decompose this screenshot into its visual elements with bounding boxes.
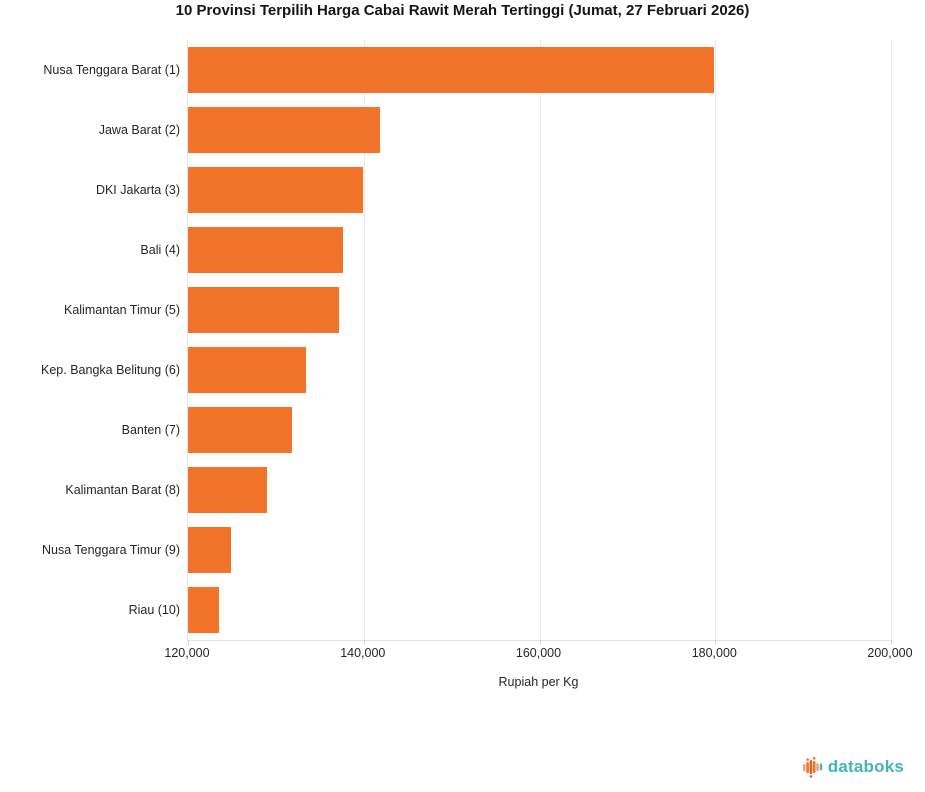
y-axis-label: DKI Jakarta (3) xyxy=(95,183,180,197)
x-tick-label: 180,000 xyxy=(691,646,737,660)
bar xyxy=(188,587,219,633)
bar-row xyxy=(188,160,891,220)
y-axis-label: Kep. Bangka Belitung (6) xyxy=(41,363,180,377)
x-tick-mark xyxy=(363,640,365,645)
bar xyxy=(188,347,307,393)
gridline xyxy=(891,40,892,640)
databoks-logo-icon xyxy=(802,755,825,779)
databoks-logo-text: databoks xyxy=(827,757,904,776)
y-axis-label: Nusa Tenggara Timur (9) xyxy=(41,543,180,557)
bar-row xyxy=(188,220,891,280)
bar-row xyxy=(188,580,891,640)
bar xyxy=(188,107,380,153)
plot-area xyxy=(187,40,892,645)
x-tick-label: 160,000 xyxy=(515,646,562,660)
bar xyxy=(188,227,344,273)
y-axis-label: Nusa Tenggara Barat (1) xyxy=(43,63,180,77)
x-tick-mark xyxy=(715,640,717,645)
gridline xyxy=(715,40,717,640)
y-axis-label: Banten (7) xyxy=(121,423,180,437)
bar-row xyxy=(188,400,891,460)
x-tick-mark xyxy=(539,640,541,645)
bar-row xyxy=(188,460,891,520)
gridline xyxy=(363,40,365,640)
bar xyxy=(188,527,232,573)
chart-title: 10 Provinsi Terpilih Harga Cabai Rawit M… xyxy=(175,2,750,19)
bar xyxy=(188,467,267,513)
gridline xyxy=(539,40,541,640)
bar-row xyxy=(188,520,891,580)
bar-row xyxy=(188,40,891,100)
bar xyxy=(188,47,714,93)
databoks-logo: databoks xyxy=(802,755,904,779)
y-axis-label: Riau (10) xyxy=(128,603,180,617)
y-axis-labels: Nusa Tenggara Barat (1) Jawa Barat (2) DKI… xyxy=(0,40,180,640)
bar xyxy=(188,407,292,453)
bar-row xyxy=(188,100,891,160)
y-axis-label: Kalimantan Timur (5) xyxy=(63,303,180,317)
y-axis-label: Bali (4) xyxy=(140,243,180,257)
x-tick-label: 200,000 xyxy=(867,646,913,660)
y-axis-label: Kalimantan Barat (8) xyxy=(65,483,180,497)
bar-row xyxy=(188,280,891,340)
x-tick-mark xyxy=(891,640,892,645)
bar-row xyxy=(188,340,891,400)
x-tick-mark xyxy=(188,640,189,645)
x-tick-label: 140,000 xyxy=(340,646,386,660)
x-axis-title: Rupiah per Kg xyxy=(498,675,579,689)
x-axis-tick-labels: 120,000 140,000 160,000 180,000 200,000 xyxy=(164,646,912,664)
x-tick-label: 120,000 xyxy=(164,646,210,660)
bar xyxy=(188,167,363,213)
bar xyxy=(188,287,340,333)
y-axis-label: Jawa Barat (2) xyxy=(98,123,180,137)
